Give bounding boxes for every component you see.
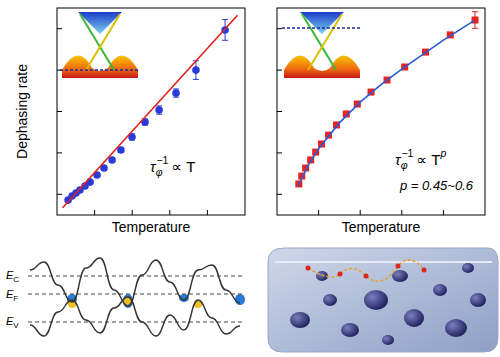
subscript: C	[13, 275, 19, 284]
x-label: Temperature	[342, 219, 421, 235]
subscript: φ	[401, 159, 408, 171]
x-tick	[360, 210, 361, 215]
fermi-level	[60, 69, 140, 71]
ef-level	[28, 294, 245, 295]
error-cap	[472, 11, 478, 12]
x-label: Temperature	[112, 219, 191, 235]
dirac-line	[86, 14, 120, 70]
subscript: F	[13, 294, 18, 303]
subscript: φ	[156, 166, 163, 178]
dirac-line	[80, 14, 114, 70]
slab	[268, 248, 498, 352]
x-tick	[169, 210, 170, 215]
chart-0: Temperature Dephasing rate τφ−1∝ T	[14, 8, 245, 235]
puddle-blob	[323, 294, 337, 306]
ev-level	[28, 322, 245, 323]
x-tick	[94, 210, 95, 215]
error-cap	[222, 40, 228, 41]
puddle-illustration	[268, 248, 498, 352]
plot-frame	[277, 8, 485, 215]
y-label: Dephasing rate	[14, 64, 30, 159]
puddle-blob	[341, 323, 359, 337]
fit-line	[298, 20, 475, 186]
band-diagram: EC EF EV	[6, 258, 245, 336]
puddle-blob	[382, 335, 394, 345]
valence-hills	[284, 55, 360, 78]
valence-edge	[30, 297, 240, 336]
x-tick	[318, 210, 319, 215]
marks	[295, 12, 478, 188]
fit-line	[63, 15, 238, 208]
puddle-blob	[470, 293, 486, 307]
error-cap	[193, 79, 199, 80]
puddle-blob	[290, 312, 310, 328]
puddle-blob	[462, 263, 474, 273]
y-tick	[277, 28, 282, 29]
error-bar	[472, 12, 478, 29]
x-tick	[443, 210, 444, 215]
annotation: τφ−1∝ Tp	[395, 147, 447, 171]
dirac-line	[302, 14, 336, 70]
conduction-edge	[30, 258, 240, 306]
puddle-blob	[404, 309, 424, 327]
y-tick	[57, 152, 62, 153]
x-tick	[401, 210, 402, 215]
level-label: EF	[6, 288, 18, 303]
dirac-line	[308, 14, 342, 70]
error-bar	[156, 106, 162, 114]
relation: ∝ T	[171, 158, 195, 175]
valence-hills	[62, 55, 138, 78]
figure: TemperatureDephasing rateτφ−1∝ TTemperat…	[0, 0, 500, 357]
subscript: V	[13, 321, 19, 330]
puddle-blob	[316, 271, 328, 281]
superscript: −1	[156, 154, 168, 166]
error-cap	[472, 28, 478, 29]
hopping-path	[308, 260, 424, 281]
carrier	[422, 268, 427, 273]
level-label: EV	[6, 315, 19, 330]
y-tick	[57, 28, 62, 29]
exponent: p	[440, 147, 447, 159]
ec-level	[28, 276, 245, 277]
y-tick	[277, 111, 282, 112]
band-inset	[282, 12, 362, 78]
relation: ∝ T	[416, 151, 440, 168]
error-cap	[222, 19, 228, 20]
annotation: p = 0.45~0.6	[399, 178, 474, 193]
puddle-blob	[445, 319, 467, 337]
level-label: EC	[6, 269, 19, 284]
y-tick	[57, 111, 62, 112]
x-tick	[207, 210, 208, 215]
y-tick	[277, 70, 282, 71]
carrier	[338, 272, 343, 277]
error-bar	[173, 89, 179, 97]
annotation: τφ−1∝ T	[150, 154, 196, 178]
plot-frame	[57, 8, 245, 215]
point	[172, 89, 180, 97]
point	[155, 106, 163, 114]
y-tick	[277, 194, 282, 195]
y-tick	[57, 194, 62, 195]
fermi-level	[282, 27, 362, 29]
marks	[63, 15, 238, 208]
puddle-blob	[364, 290, 388, 310]
point	[192, 66, 200, 74]
chart-1: Temperature τφ−1∝ Tp p = 0.45~0.6	[277, 8, 485, 235]
carrier	[364, 274, 369, 279]
puddle-blob	[433, 284, 447, 296]
carrier	[306, 266, 311, 271]
carrier	[396, 264, 401, 269]
superscript: −1	[401, 147, 413, 159]
x-tick	[132, 210, 133, 215]
slab-highlight	[275, 261, 492, 263]
y-tick	[277, 152, 282, 153]
band-inset	[60, 12, 140, 78]
